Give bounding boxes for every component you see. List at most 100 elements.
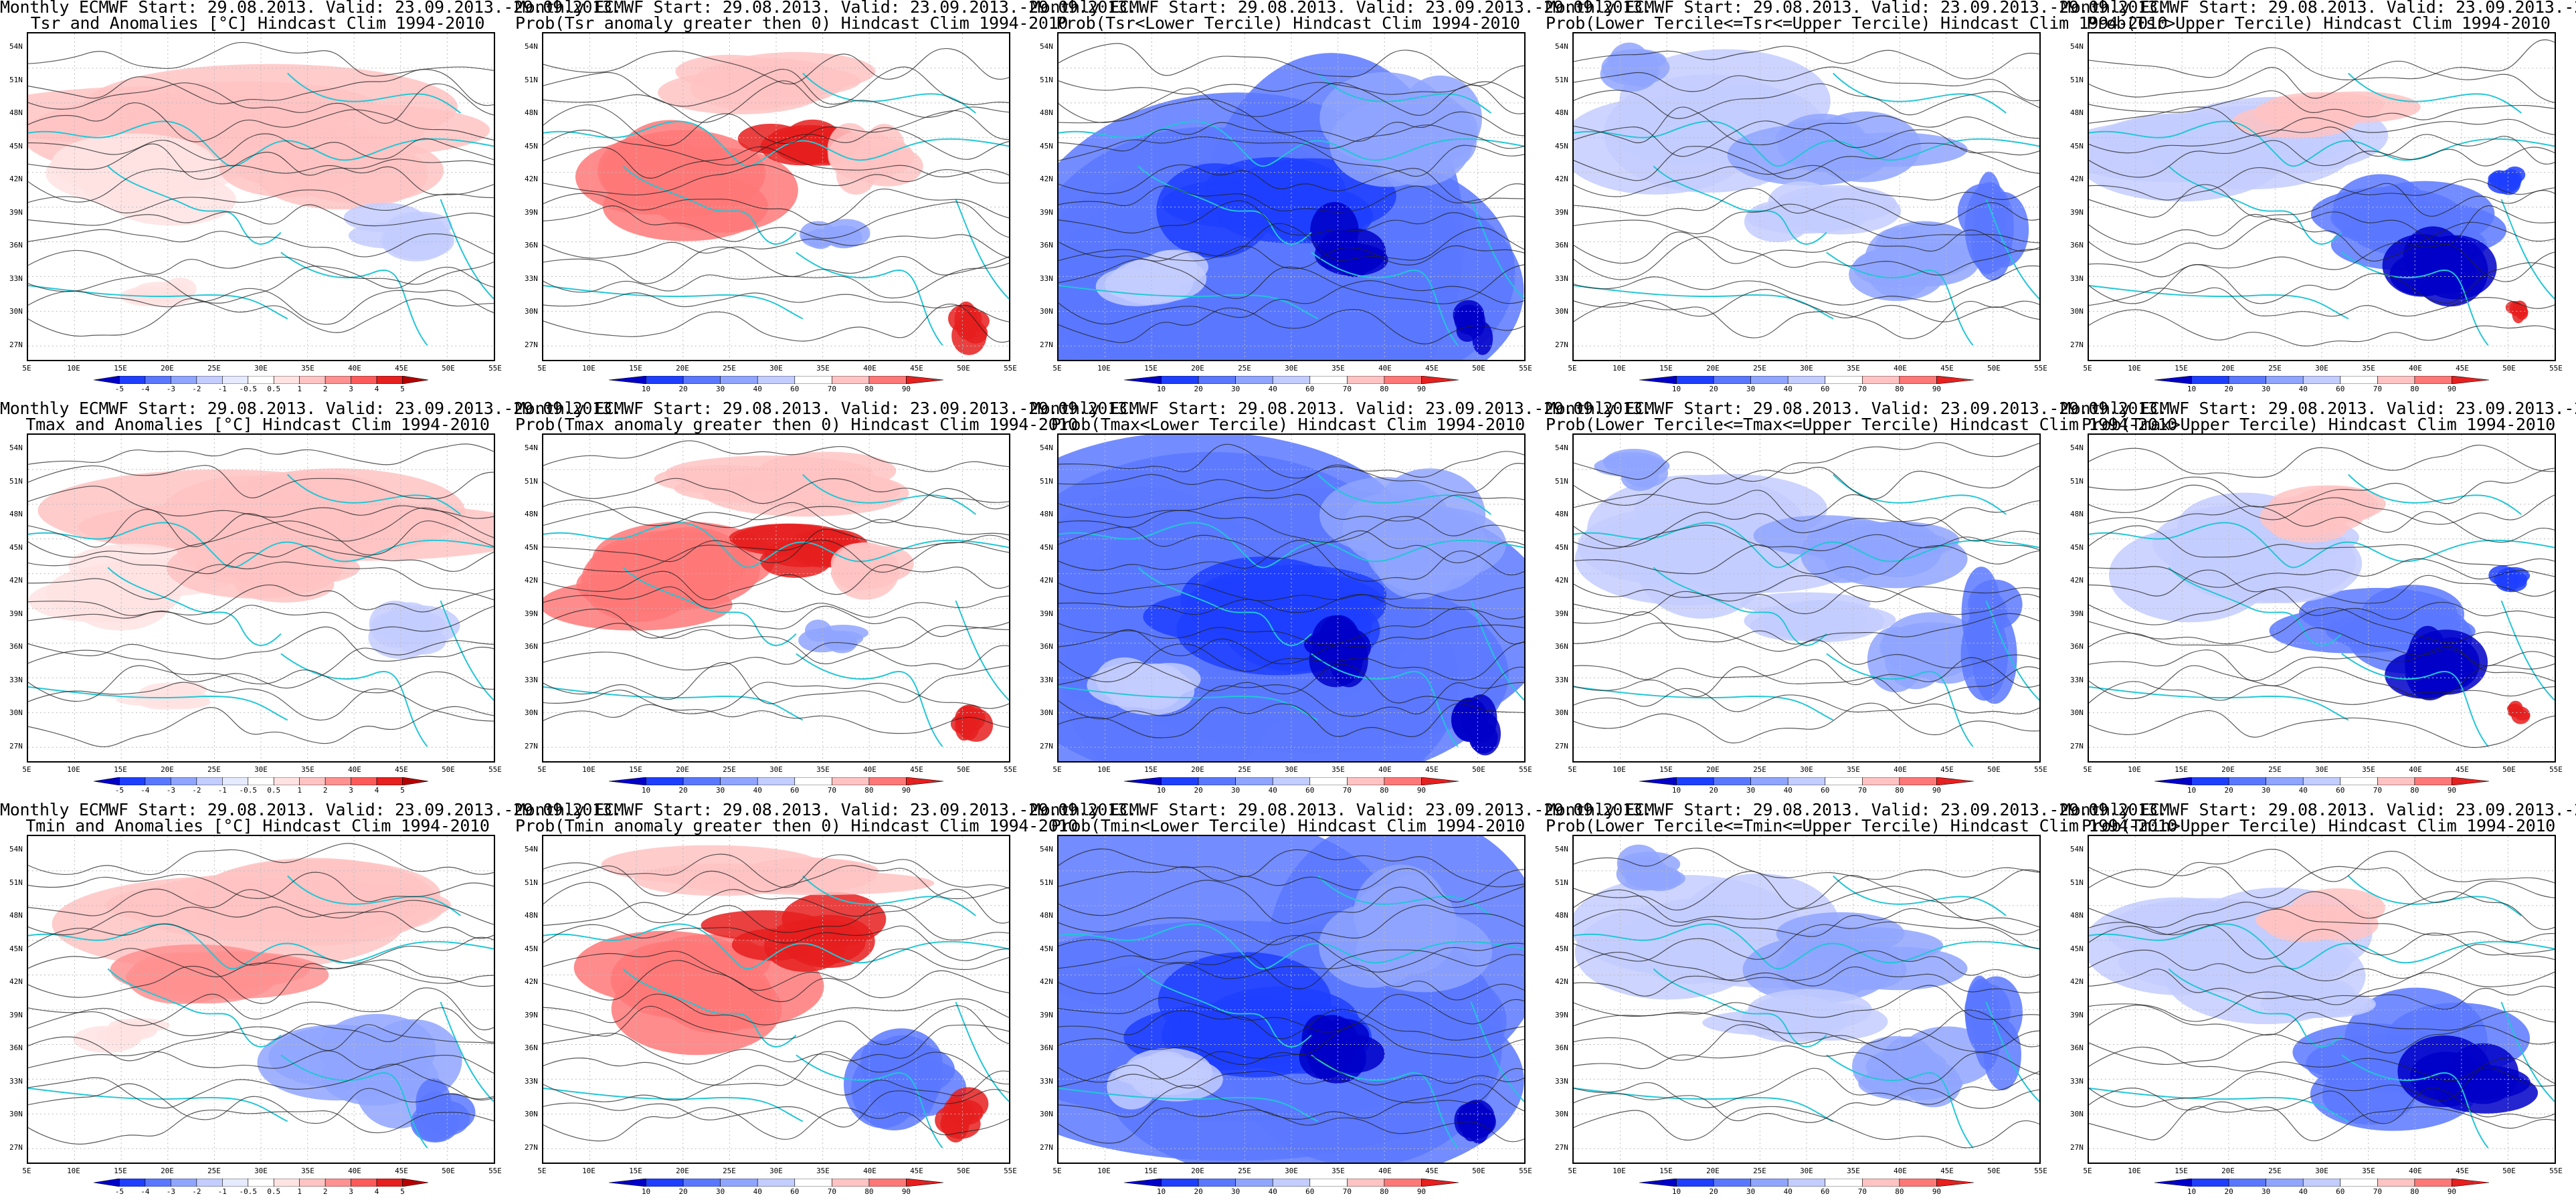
colorbar xyxy=(609,777,943,785)
colorbar xyxy=(1639,777,1974,785)
y-tick-label: 48N xyxy=(2070,108,2084,117)
x-tick-label: 5E xyxy=(1568,1167,1577,1175)
x-tick-label: 25E xyxy=(1753,364,1766,373)
forecast-panel: Monthly ECMWF Start: 29.08.2013. Valid: … xyxy=(2061,400,2576,803)
y-tick-label: 27N xyxy=(525,1142,538,1152)
colorbar-label: 70 xyxy=(827,385,836,393)
forecast-map xyxy=(542,32,1010,361)
panel-title-line2: Tsr and Anomalies [°C] Hindcast Clim 199… xyxy=(30,13,485,33)
y-tick-label: 51N xyxy=(9,75,23,84)
y-tick-label: 42N xyxy=(1555,175,1568,183)
x-tick-label: 35E xyxy=(301,1167,314,1175)
colorbar-label: 40 xyxy=(2298,786,2308,795)
y-tick-label: 51N xyxy=(9,476,23,486)
x-tick-label: 15E xyxy=(1144,364,1158,373)
x-tick-label: 25E xyxy=(1753,765,1766,774)
x-tick-label: 45E xyxy=(1940,364,1954,373)
forecast-panel: Monthly ECMWF Start: 29.08.2013. Valid: … xyxy=(515,400,1137,803)
x-tick-label: 5E xyxy=(22,1167,31,1175)
forecast-map xyxy=(1057,433,1526,763)
y-tick-label: 39N xyxy=(9,1010,23,1019)
forecast-map xyxy=(1572,433,2041,763)
colorbar-label: 1 xyxy=(297,385,302,393)
colorbar-label: 80 xyxy=(1895,1187,1904,1196)
x-tick-label: 50E xyxy=(957,1167,970,1175)
x-tick-label: 25E xyxy=(1238,765,1251,774)
y-tick-label: 33N xyxy=(525,274,538,283)
colorbar-label: 3 xyxy=(349,786,353,795)
panel-title-line2: Prob(Tsr>Upper Tercile) Hindcast Clim 19… xyxy=(2086,13,2551,33)
y-tick-label: 51N xyxy=(1040,476,1053,486)
forecast-panel: Monthly ECMWF Start: 29.08.2013. Valid: … xyxy=(0,0,622,401)
x-tick-label: 40E xyxy=(863,765,877,774)
x-tick-label: 10E xyxy=(1613,765,1626,774)
colorbar-label: 80 xyxy=(864,385,874,393)
y-tick-label: 39N xyxy=(1555,207,1568,217)
x-tick-label: 40E xyxy=(1894,765,1907,774)
y-tick-label: 27N xyxy=(525,741,538,750)
forecast-map xyxy=(27,835,495,1164)
colorbar-label: 30 xyxy=(716,786,725,795)
x-tick-label: 40E xyxy=(348,364,361,373)
y-tick-label: 39N xyxy=(2070,609,2084,618)
forecast-map xyxy=(2088,32,2556,361)
x-tick-label: 40E xyxy=(2409,1167,2422,1175)
colorbar-label: 30 xyxy=(716,1187,725,1196)
panel-title-line2: Prob(Tsr<Lower Tercile) Hindcast Clim 19… xyxy=(1056,13,1520,33)
x-tick-label: 25E xyxy=(207,765,221,774)
y-tick-label: 27N xyxy=(1040,741,1053,750)
y-tick-label: 36N xyxy=(1555,642,1568,651)
y-tick-label: 39N xyxy=(1040,1010,1053,1019)
y-tick-label: 33N xyxy=(1555,1076,1568,1086)
x-tick-label: 40E xyxy=(1378,1167,1392,1175)
colorbar-label: 40 xyxy=(753,1187,762,1196)
x-tick-label: 35E xyxy=(1847,1167,1860,1175)
y-tick-label: 39N xyxy=(9,207,23,217)
y-tick-label: 51N xyxy=(2070,878,2084,887)
x-tick-label: 30E xyxy=(769,765,783,774)
colorbar-label: 20 xyxy=(678,786,688,795)
colorbar-label: 60 xyxy=(1305,786,1315,795)
y-tick-label: 33N xyxy=(1555,274,1568,283)
x-tick-label: 40E xyxy=(2409,364,2422,373)
forecast-panel: Monthly ECMWF Start: 29.08.2013. Valid: … xyxy=(1030,400,1653,803)
colorbar-label: 5 xyxy=(400,385,405,393)
y-tick-label: 51N xyxy=(525,476,538,486)
x-tick-label: 30E xyxy=(2315,1167,2328,1175)
x-tick-label: 10E xyxy=(1097,364,1111,373)
y-tick-label: 54N xyxy=(2070,443,2084,452)
x-tick-label: 50E xyxy=(1472,765,1485,774)
y-tick-label: 39N xyxy=(1555,1010,1568,1019)
x-tick-label: 55E xyxy=(2549,1167,2563,1175)
y-tick-label: 33N xyxy=(1040,675,1053,684)
y-tick-label: 36N xyxy=(2070,241,2084,249)
colorbar-label: 90 xyxy=(2447,1187,2457,1196)
colorbar-label: -1 xyxy=(217,385,227,393)
colorbar xyxy=(1124,1179,1459,1187)
x-tick-label: 15E xyxy=(2175,1167,2188,1175)
colorbar-label: 80 xyxy=(864,786,874,795)
colorbar xyxy=(1124,777,1459,785)
colorbar xyxy=(609,1179,943,1187)
x-tick-label: 30E xyxy=(254,1167,268,1175)
colorbar-label: 70 xyxy=(827,786,836,795)
colorbar-label: 20 xyxy=(2224,1187,2233,1196)
forecast-map xyxy=(1572,32,2041,361)
x-tick-label: 5E xyxy=(1568,765,1577,774)
colorbar-label: 90 xyxy=(901,1187,911,1196)
x-tick-label: 45E xyxy=(1425,1167,1439,1175)
colorbar xyxy=(2154,777,2489,785)
x-tick-label: 20E xyxy=(2221,1167,2235,1175)
forecast-map xyxy=(2088,835,2556,1164)
colorbar-label: 70 xyxy=(1857,1187,1867,1196)
y-tick-label: 30N xyxy=(9,708,23,717)
colorbar-label: 20 xyxy=(1194,786,1203,795)
panel-title-line2: Prob(Lower Tercile<=Tmin<=Upper Tercile)… xyxy=(1546,816,2178,835)
x-tick-label: 30E xyxy=(254,765,268,774)
x-tick-label: 50E xyxy=(1987,1167,2001,1175)
y-tick-label: 39N xyxy=(525,1010,538,1019)
colorbar-label: 80 xyxy=(1380,385,1389,393)
y-tick-label: 48N xyxy=(2070,510,2084,518)
y-tick-label: 27N xyxy=(9,340,23,349)
x-tick-label: 55E xyxy=(2549,364,2563,373)
